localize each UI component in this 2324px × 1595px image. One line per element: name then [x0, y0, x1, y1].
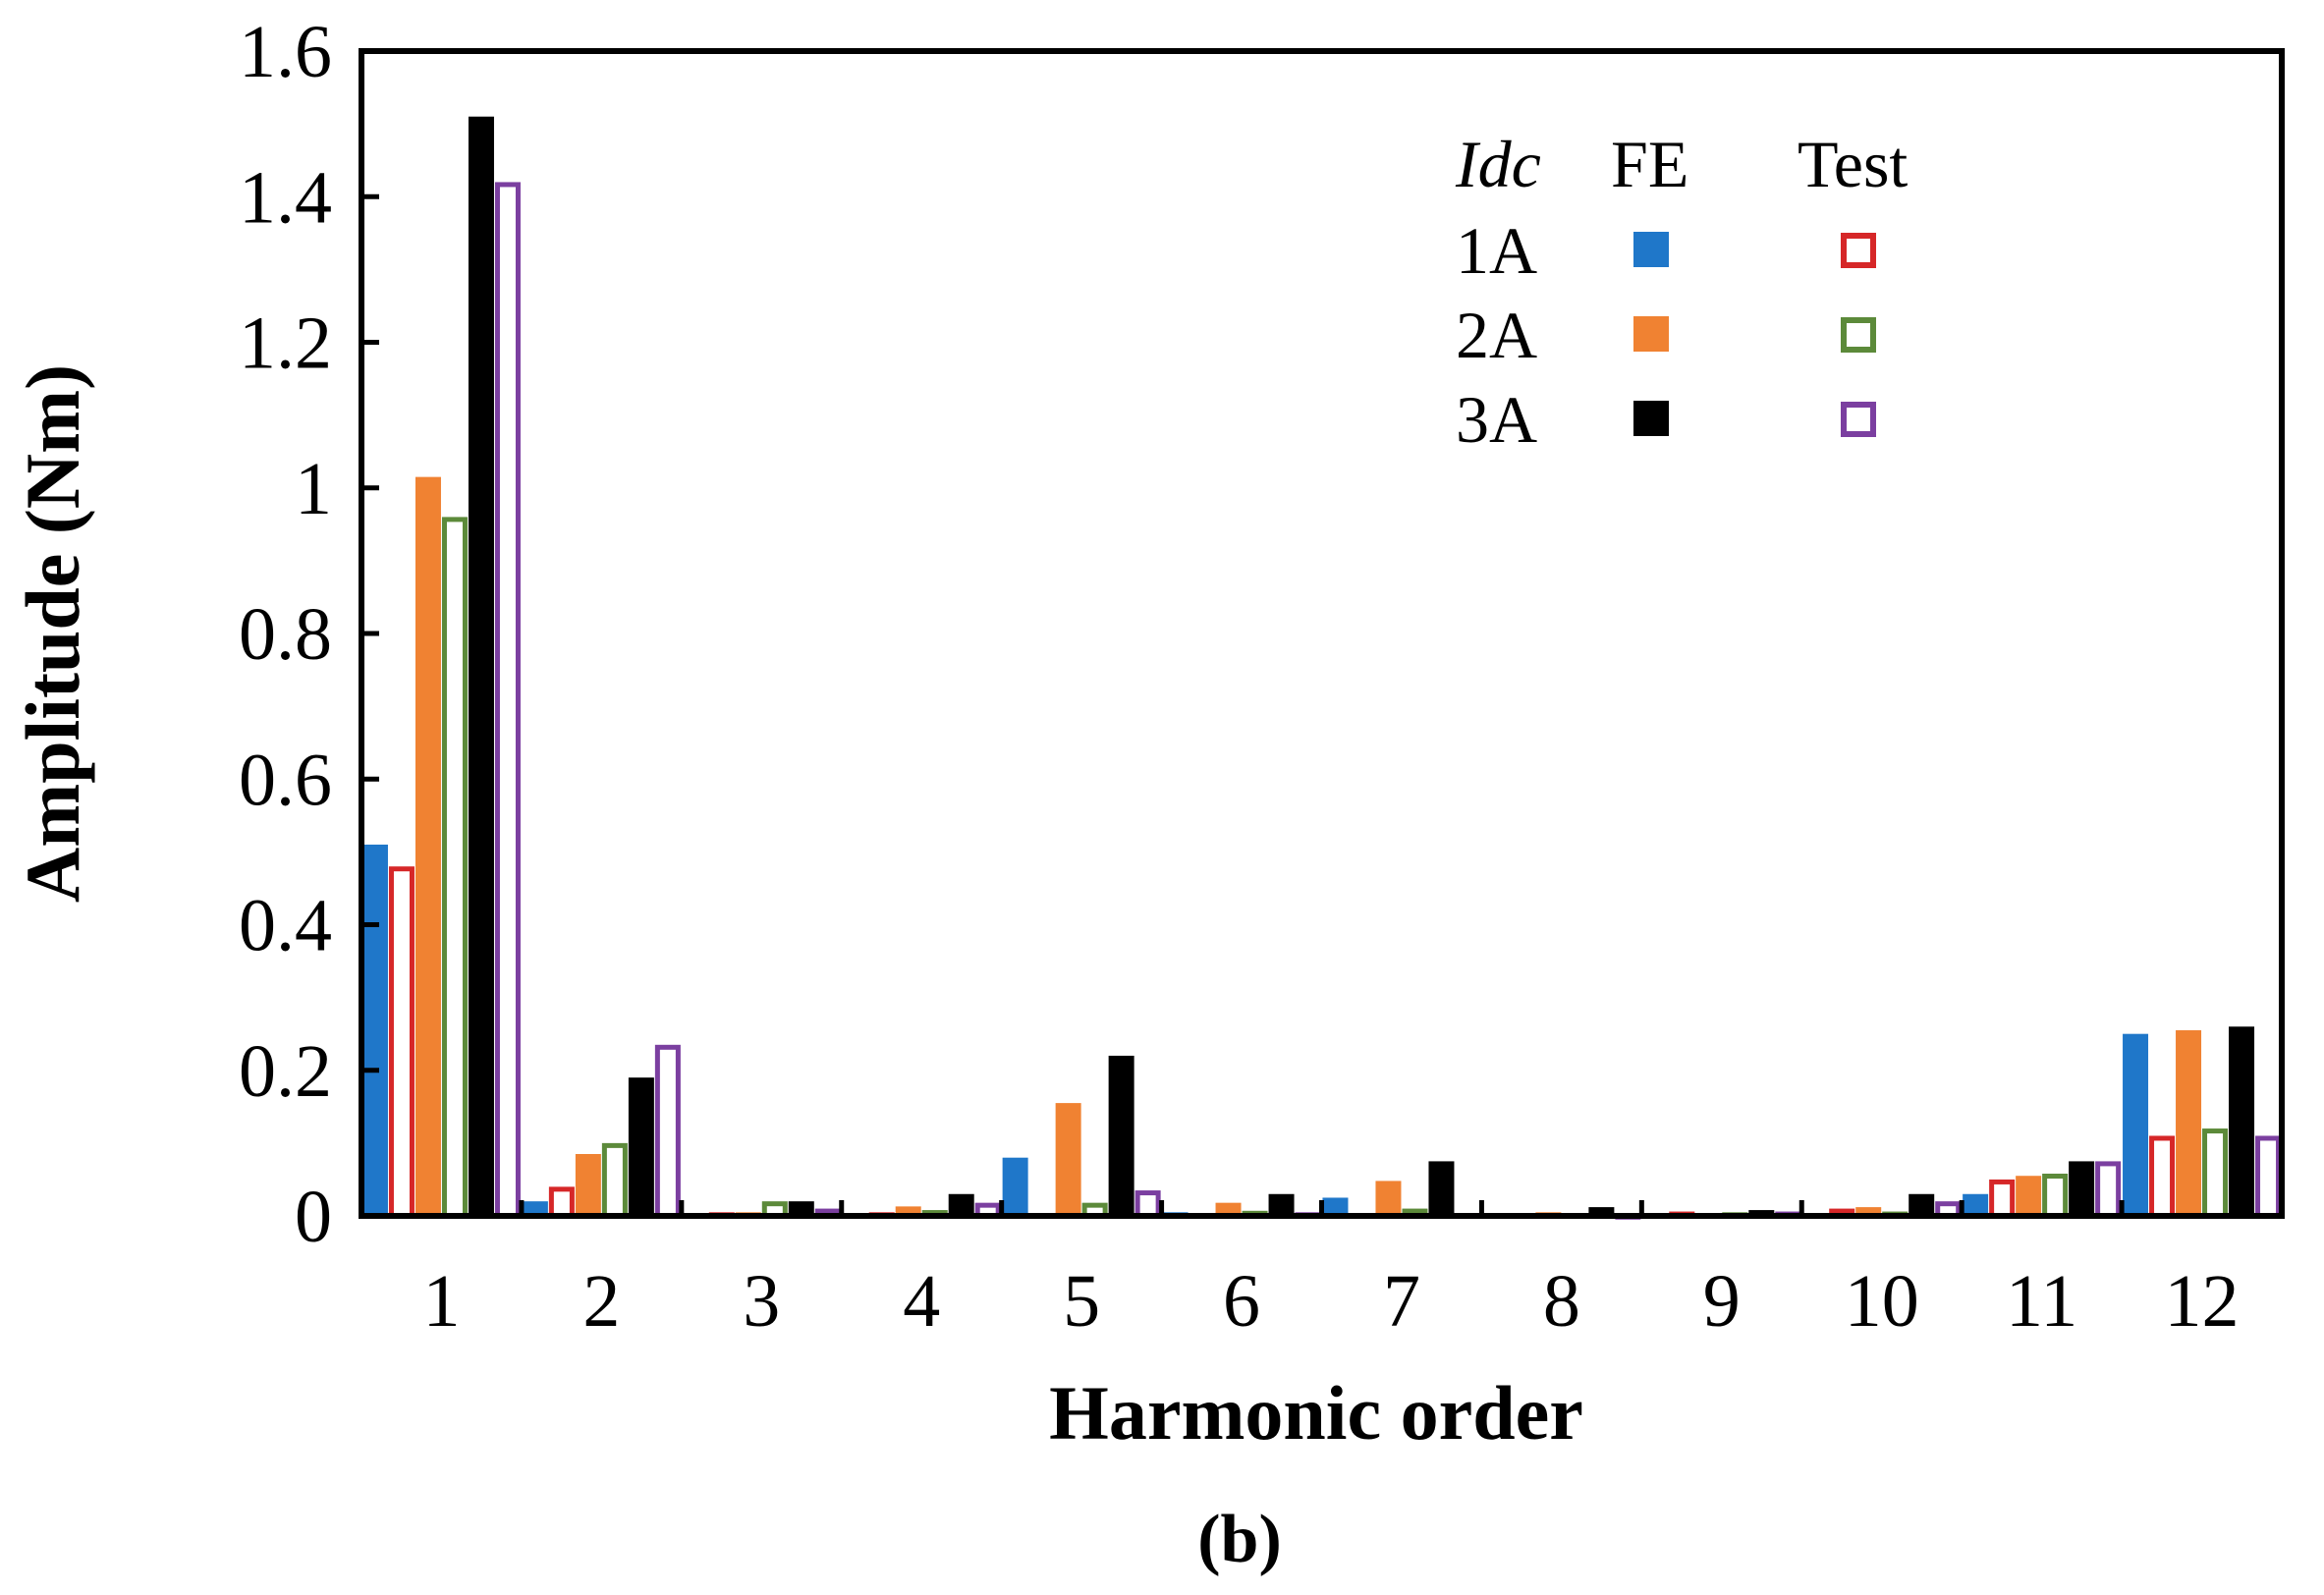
bar-fe-1a-h5	[1002, 1157, 1028, 1216]
bar-test-3a-h12	[2255, 1135, 2282, 1219]
x-tick-label: 2	[582, 1260, 620, 1343]
axis-layer	[359, 48, 2285, 1219]
bar-test-3a-h5	[1134, 1190, 1161, 1219]
legend-header-fe: FE	[1611, 127, 1688, 201]
bar-fe-1a-h2	[522, 1201, 548, 1216]
bar-test-2a-h1	[441, 517, 468, 1219]
bar-fe-2a-h11	[2016, 1176, 2042, 1216]
bar-fe-2a-h5	[1055, 1103, 1081, 1216]
legend-fe-3a-swatch	[1633, 401, 1669, 436]
bar-test-1a-h11	[1989, 1179, 2016, 1219]
legend-header-current: Idc	[1455, 127, 1541, 201]
bar-test-3a-h1	[494, 182, 521, 1219]
bar-fe-1a-h11	[1963, 1193, 1989, 1216]
legend: Idc FE Test 1A 2A 3A	[1455, 127, 1908, 457]
y-tick-labels: 0 0.2 0.4 0.6 0.8 1 1.2 1.4 1.6	[239, 11, 332, 1258]
y-tick-label: 0.6	[239, 739, 332, 821]
x-tick-label: 9	[1703, 1260, 1741, 1343]
bar-fe-2a-h6	[1215, 1202, 1242, 1216]
x-tick-label: 7	[1383, 1260, 1420, 1343]
bar-fe-3a-h6	[1268, 1193, 1295, 1216]
legend-test-2a-swatch	[1841, 317, 1876, 353]
bar-fe-2a-h2	[575, 1153, 601, 1216]
x-tick-label: 4	[903, 1260, 940, 1343]
bar-fe-3a-h2	[628, 1077, 654, 1216]
y-tick-label: 1.4	[239, 156, 332, 239]
x-tick-labels: 1 2 3 4 5 6 7 8 9 10 11 12	[422, 1260, 2239, 1343]
bar-fe-2a-h1	[415, 476, 441, 1217]
y-tick-label: 1.6	[239, 11, 332, 93]
legend-row-3a-label: 3A	[1456, 382, 1537, 457]
x-tick-label: 11	[2006, 1260, 2077, 1343]
legend-row-1a-label: 1A	[1456, 213, 1537, 288]
x-axis-title: Harmonic order	[1049, 1370, 1583, 1456]
bar-fe-3a-h5	[1108, 1055, 1134, 1216]
bar-fe-3a-h10	[1909, 1193, 1935, 1216]
x-tick-label: 8	[1543, 1260, 1580, 1343]
bar-fe-3a-h4	[948, 1193, 974, 1216]
x-tick-label: 12	[2165, 1260, 2240, 1343]
y-tick-label: 0	[295, 1176, 332, 1258]
x-tick-label: 5	[1063, 1260, 1100, 1343]
bar-fe-3a-h7	[1428, 1161, 1455, 1216]
legend-fe-2a-swatch	[1633, 316, 1669, 352]
bar-fe-2a-h7	[1375, 1181, 1402, 1216]
y-tick-label: 0.4	[239, 885, 332, 967]
bar-fe-2a-h4	[895, 1206, 921, 1216]
legend-test-1a-swatch	[1841, 233, 1876, 268]
figure-caption: (b)	[1197, 1502, 1282, 1577]
bars-layer	[361, 116, 2282, 1220]
y-tick-label: 1	[295, 448, 332, 530]
bar-test-1a-h1	[388, 866, 415, 1219]
x-tick-label: 10	[1845, 1260, 1919, 1343]
bar-test-3a-h11	[2095, 1161, 2122, 1219]
bar-fe-3a-h3	[788, 1201, 814, 1216]
bar-test-2a-h11	[2042, 1174, 2069, 1219]
legend-header-test: Test	[1798, 127, 1908, 201]
bar-test-1a-h2	[548, 1186, 575, 1219]
y-tick-label: 0.8	[239, 593, 332, 676]
bar-test-3a-h2	[654, 1044, 681, 1219]
bar-test-1a-h12	[2149, 1135, 2176, 1219]
y-tick-label: 0.2	[239, 1030, 332, 1113]
x-tick-label: 1	[422, 1260, 460, 1343]
legend-row-2a-label: 2A	[1456, 298, 1537, 372]
bar-fe-3a-h11	[2069, 1161, 2095, 1216]
bar-fe-1a-h1	[361, 844, 388, 1216]
legend-fe-1a-swatch	[1633, 232, 1669, 267]
bar-fe-1a-h12	[2123, 1033, 2149, 1216]
legend-test-3a-swatch	[1841, 402, 1876, 437]
bar-fe-2a-h10	[1855, 1207, 1882, 1216]
bar-fe-3a-h1	[468, 116, 494, 1216]
x-tick-label: 3	[743, 1260, 780, 1343]
y-tick-label: 1.2	[239, 302, 332, 385]
bar-test-2a-h2	[601, 1142, 628, 1219]
y-axis-title: Amplitude (Nm)	[10, 364, 95, 903]
bar-test-2a-h12	[2202, 1128, 2229, 1219]
bar-fe-1a-h7	[1322, 1197, 1349, 1216]
bar-fe-3a-h12	[2229, 1026, 2255, 1216]
x-tick-label: 6	[1223, 1260, 1260, 1343]
bar-fe-3a-h8	[1588, 1207, 1615, 1216]
bar-fe-2a-h12	[2176, 1029, 2202, 1216]
plot-frame	[359, 48, 2285, 1219]
